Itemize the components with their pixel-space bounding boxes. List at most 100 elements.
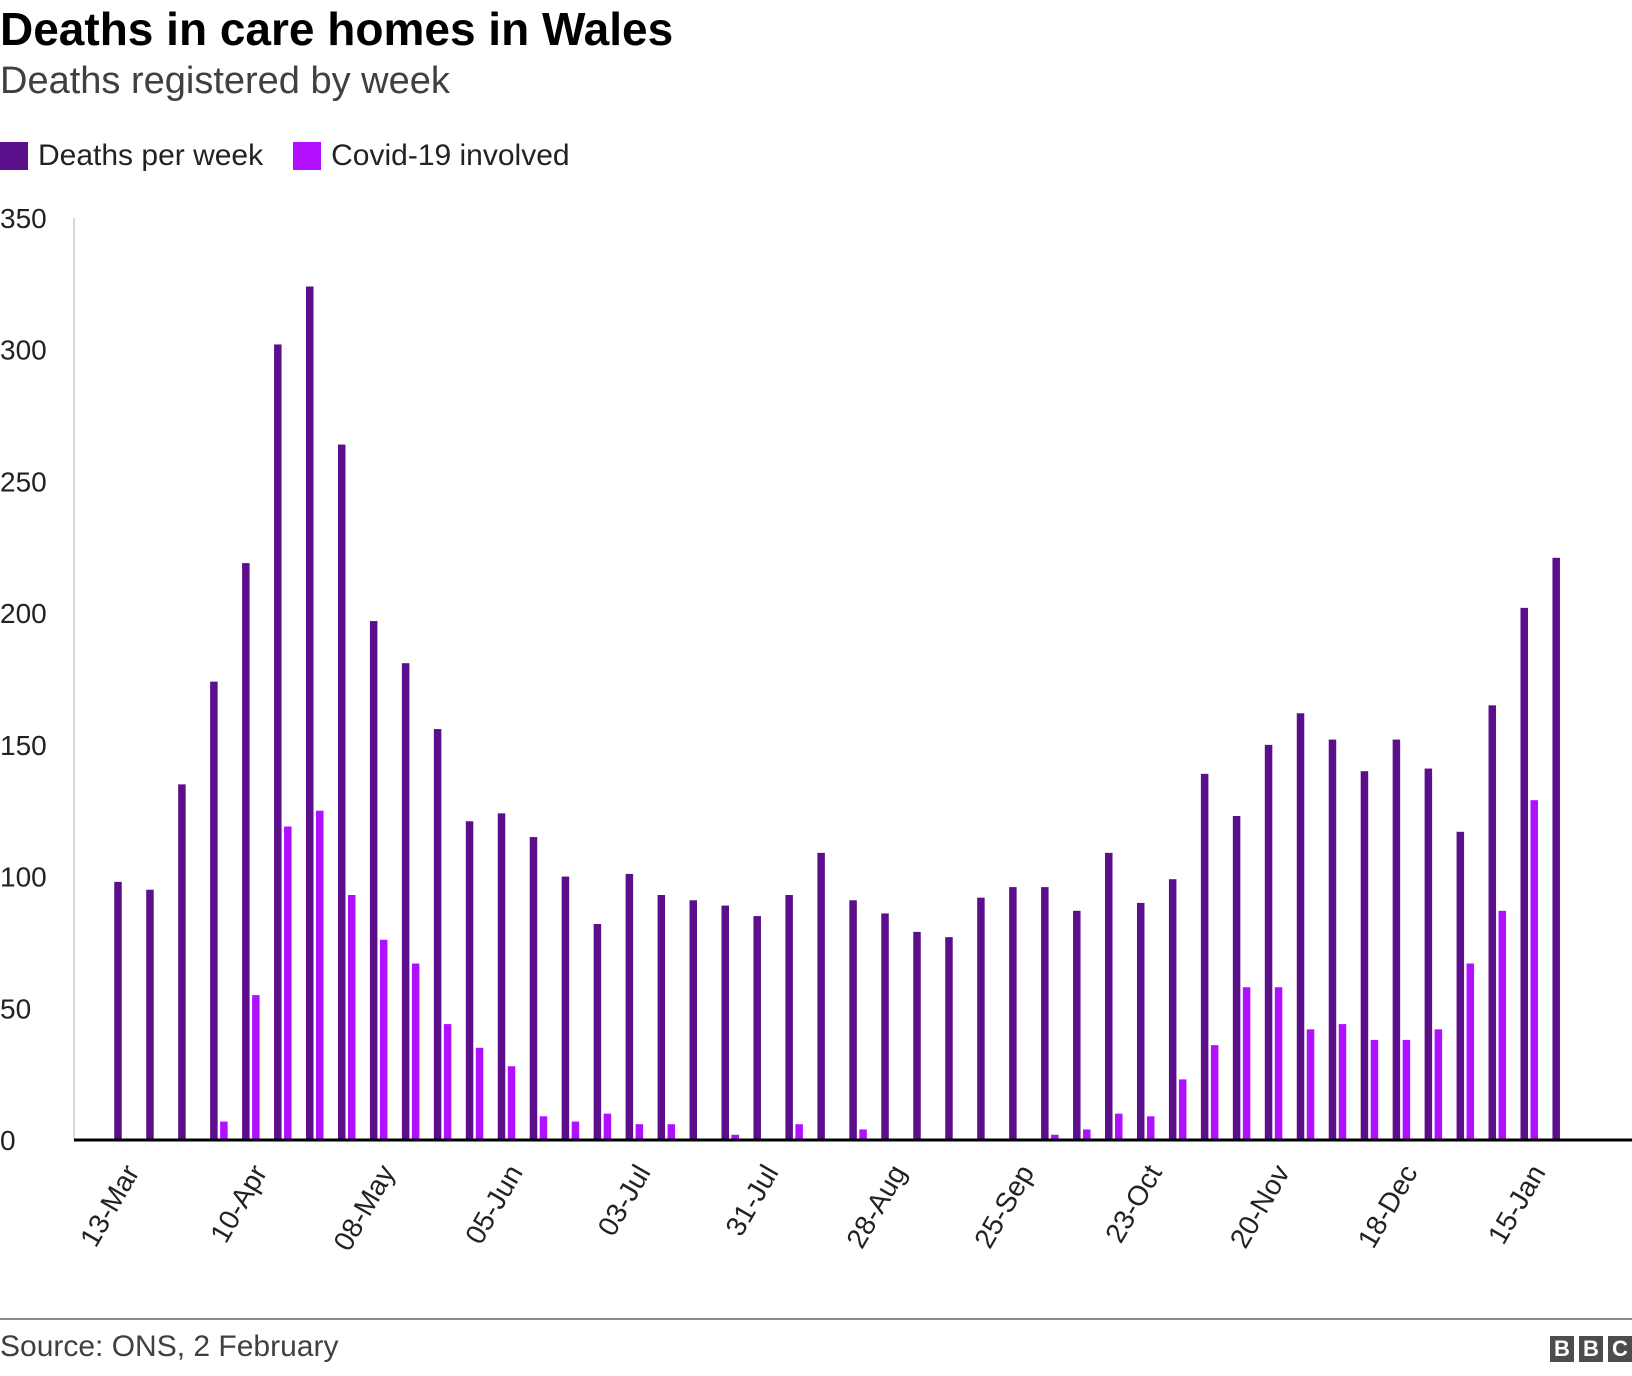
logo-letter-b2: B <box>1579 1336 1603 1362</box>
bar-covid <box>475 1047 484 1140</box>
bar-covid <box>539 1116 548 1140</box>
bar-covid <box>1306 1029 1315 1140</box>
bar-covid <box>507 1066 516 1140</box>
bar-deaths <box>146 889 154 1140</box>
bar-covid <box>220 1121 228 1140</box>
x-tick-label: 03-Jul <box>592 1160 657 1242</box>
bar-covid <box>316 810 324 1140</box>
x-tick-label: 18-Dec <box>1352 1160 1424 1254</box>
bar-deaths <box>1168 879 1177 1140</box>
bar-deaths <box>401 663 410 1140</box>
footer-divider <box>0 1318 1632 1320</box>
y-tick-label: 150 <box>0 730 47 761</box>
bar-deaths <box>1264 744 1273 1140</box>
x-tick-label: 08-May <box>327 1160 401 1256</box>
x-tick-label: 15-Jan <box>1482 1160 1552 1250</box>
legend-swatch-covid <box>293 142 322 170</box>
bar-covid <box>379 939 388 1140</box>
bar-covid <box>1115 1113 1123 1140</box>
bar-covid <box>443 1024 452 1140</box>
bar-covid <box>859 1129 867 1140</box>
bar-deaths <box>465 821 474 1140</box>
bar-deaths <box>1392 739 1401 1140</box>
bar-deaths <box>849 900 857 1140</box>
bar-covid <box>571 1121 580 1140</box>
bar-deaths <box>945 937 953 1140</box>
x-tick-label: 10-Apr <box>204 1160 273 1248</box>
bar-covid <box>1466 963 1475 1140</box>
bar-deaths <box>1328 739 1337 1140</box>
bar-deaths <box>1105 852 1113 1140</box>
bar-deaths <box>497 813 506 1140</box>
x-tick-label: 23-Oct <box>1099 1159 1168 1247</box>
legend: Deaths per week Covid-19 involved <box>0 136 600 176</box>
bar-deaths <box>1009 887 1017 1140</box>
bar-deaths <box>369 621 378 1140</box>
x-tick-label: 25-Sep <box>968 1160 1040 1254</box>
x-axis-labels: 13-Mar 10-Apr 08-May 05-Jun 03-Jul 31-Jul 28-A… <box>74 1159 1551 1256</box>
bar-deaths <box>1424 768 1433 1140</box>
bar-deaths <box>753 916 761 1140</box>
bar-deaths <box>1488 705 1497 1140</box>
bar-deaths <box>114 881 122 1140</box>
legend-label-covid: Covid-19 involved <box>331 139 570 172</box>
bar-covid <box>411 963 420 1140</box>
bar-covid <box>1083 1129 1091 1140</box>
bar-deaths <box>1041 887 1049 1140</box>
bar-covid <box>1146 1116 1155 1140</box>
bar-covid <box>603 1113 612 1140</box>
bar-deaths <box>593 923 602 1140</box>
y-tick-label: 200 <box>0 598 47 629</box>
bar-deaths <box>721 905 729 1140</box>
bar-deaths <box>913 931 921 1140</box>
bar-deaths <box>561 876 570 1140</box>
bar-deaths <box>210 681 218 1140</box>
bar-deaths <box>1136 902 1145 1140</box>
bar-covid <box>347 895 356 1140</box>
logo-letter-b1: B <box>1550 1336 1574 1362</box>
bar-covid <box>1210 1045 1219 1140</box>
y-tick-label: 0 <box>0 1125 16 1156</box>
bar-deaths <box>1456 831 1465 1140</box>
bar-deaths <box>1073 910 1081 1140</box>
x-tick-label: 28-Aug <box>840 1160 912 1254</box>
bar-deaths <box>274 344 282 1141</box>
x-tick-label: 13-Mar <box>74 1160 145 1252</box>
bar-deaths <box>1296 713 1305 1140</box>
bar-chart: 0 50 100 150 200 250 300 350 13-Mar 10-Apr 08-May… <box>0 203 1632 1256</box>
bar-deaths <box>657 895 666 1140</box>
bar-deaths <box>977 897 985 1140</box>
y-tick-label: 300 <box>0 335 47 366</box>
x-tick-label: 31-Jul <box>719 1160 784 1242</box>
legend-swatch-deaths <box>0 142 28 170</box>
bar-covid <box>1434 1029 1443 1140</box>
bar-deaths <box>1200 773 1209 1140</box>
bar-covid <box>1051 1134 1059 1140</box>
bar-covid <box>1498 910 1507 1140</box>
bar-deaths <box>433 729 442 1140</box>
bar-deaths <box>529 837 538 1140</box>
bar-covid <box>1530 800 1538 1140</box>
y-tick-label: 350 <box>0 203 47 234</box>
x-tick-label: 20-Nov <box>1224 1160 1296 1254</box>
bbc-logo: B B C <box>1545 1336 1632 1362</box>
bar-deaths <box>1232 815 1241 1140</box>
bars <box>114 286 1560 1141</box>
legend-item-covid: Covid-19 involved <box>293 139 570 173</box>
bar-deaths <box>337 444 346 1140</box>
bar-covid <box>1242 987 1251 1140</box>
bar-deaths <box>1520 607 1528 1140</box>
x-tick-label: 05-Jun <box>459 1160 529 1250</box>
logo-letter-c: C <box>1608 1336 1632 1362</box>
bar-covid <box>667 1124 676 1140</box>
bar-deaths <box>1552 557 1560 1140</box>
source-note: Source: ONS, 2 February <box>0 1330 339 1363</box>
bar-covid <box>1370 1039 1379 1140</box>
chart-subtitle: Deaths registered by week <box>0 60 450 102</box>
legend-item-deaths: Deaths per week <box>0 139 263 173</box>
bar-deaths <box>625 873 634 1140</box>
y-axis-labels: 0 50 100 150 200 250 300 350 <box>0 203 47 1156</box>
legend-label-deaths: Deaths per week <box>38 139 264 172</box>
bar-deaths <box>178 784 186 1140</box>
bar-covid <box>1402 1039 1411 1140</box>
